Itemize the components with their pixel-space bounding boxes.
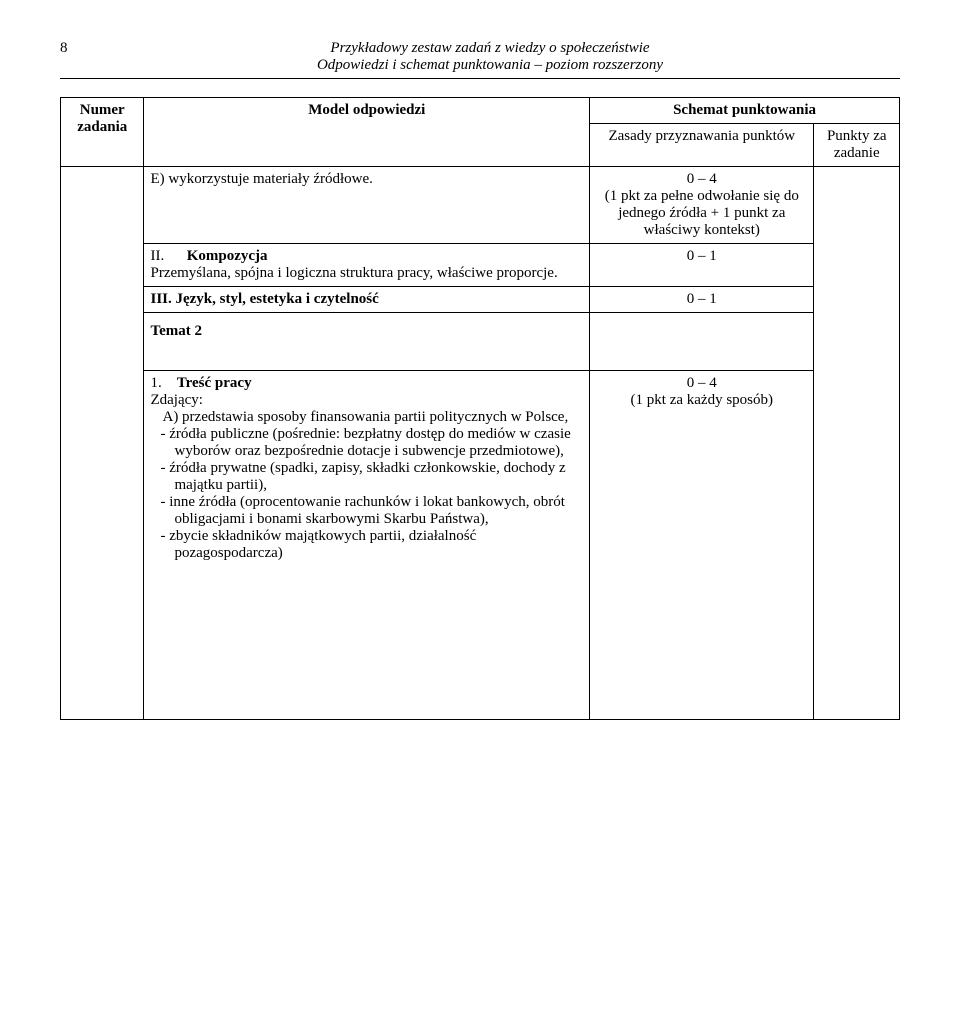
cell-pts-e xyxy=(814,167,900,244)
cell-num-e xyxy=(61,167,144,244)
list-item: inne źródła (oprocentowanie rachunków i … xyxy=(150,494,583,528)
header-titles: Przykładowy zestaw zadań z wiedzy o społ… xyxy=(80,40,900,74)
score-ii: 0 – 1 xyxy=(687,248,717,264)
col-head-schemat: Schemat punktowania xyxy=(590,98,900,124)
scoring-table: Numer zadania Model odpowiedzi Schemat p… xyxy=(60,97,900,720)
score-iii: 0 – 1 xyxy=(687,291,717,307)
cell-rule-temat xyxy=(590,313,814,371)
row3-text: III. Język, styl, estetyka i czytelność xyxy=(150,291,378,307)
cell-rule-iii: 0 – 1 xyxy=(590,287,814,313)
cell-model-ii: II. Kompozycja Przemyślana, spójna i log… xyxy=(144,244,590,287)
col-head-model: Model odpowiedzi xyxy=(144,98,590,167)
col-head-punkty: Punkty za zadanie xyxy=(814,124,900,167)
cell-pts-iii xyxy=(814,287,900,313)
cell-model-e: E) wykorzystuje materiały źródłowe. xyxy=(144,167,590,244)
page-header: 8 Przykładowy zestaw zadań z wiedzy o sp… xyxy=(60,40,900,74)
col-head-numer: Numer zadania xyxy=(61,98,144,167)
header-title-line2: Odpowiedzi i schemat punktowania – pozio… xyxy=(80,57,900,74)
cell-pts-temat xyxy=(814,313,900,371)
cell-model-temat: Temat 2 xyxy=(144,313,590,371)
cell-model-iii: III. Język, styl, estetyka i czytelność xyxy=(144,287,590,313)
col-head-zasady: Zasady przyznawania punktów xyxy=(590,124,814,167)
score-e: 0 – 4 xyxy=(687,171,717,187)
cell-rule-ii: 0 – 1 xyxy=(590,244,814,287)
cell-rule-1: 0 – 4 (1 pkt za każdy sposób) xyxy=(590,371,814,720)
cell-model-1: 1. Treść pracy Zdający: A) przedstawia s… xyxy=(144,371,590,720)
page-number: 8 xyxy=(60,40,80,74)
cell-rule-e: 0 – 4 (1 pkt za pełne odwołanie się do j… xyxy=(590,167,814,244)
header-title-line1: Przykładowy zestaw zadań z wiedzy o społ… xyxy=(80,40,900,57)
cell-num-ii xyxy=(61,244,144,287)
row1-num: 1. xyxy=(150,375,161,391)
temat-title: Temat 2 xyxy=(150,323,202,339)
score-1: 0 – 4 xyxy=(687,375,717,391)
row1-a-line: A) przedstawia sposoby finansowania part… xyxy=(150,409,583,426)
note-e: (1 pkt za pełne odwołanie się do jednego… xyxy=(605,188,799,238)
row2-title: Kompozycja xyxy=(187,248,268,264)
cell-num-1 xyxy=(61,371,144,720)
row1-bullets: źródła publiczne (pośrednie: bezpłatny d… xyxy=(150,426,583,562)
list-item: zbycie składników majątkowych partii, dz… xyxy=(150,528,583,562)
row2-desc: Przemyślana, spójna i logiczna struktura… xyxy=(150,265,557,281)
header-rule xyxy=(60,78,900,79)
cell-num-temat xyxy=(61,313,144,371)
cell-pts-ii xyxy=(814,244,900,287)
cell-pts-1 xyxy=(814,371,900,720)
row1-zdajacy: Zdający: xyxy=(150,392,202,408)
list-item: źródła publiczne (pośrednie: bezpłatny d… xyxy=(150,426,583,460)
cell-num-iii xyxy=(61,287,144,313)
list-item: źródła prywatne (spadki, zapisy, składki… xyxy=(150,460,583,494)
row1-title: Treść pracy xyxy=(177,375,252,391)
note-1: (1 pkt za każdy sposób) xyxy=(631,392,773,408)
row2-label: II. xyxy=(150,248,164,264)
